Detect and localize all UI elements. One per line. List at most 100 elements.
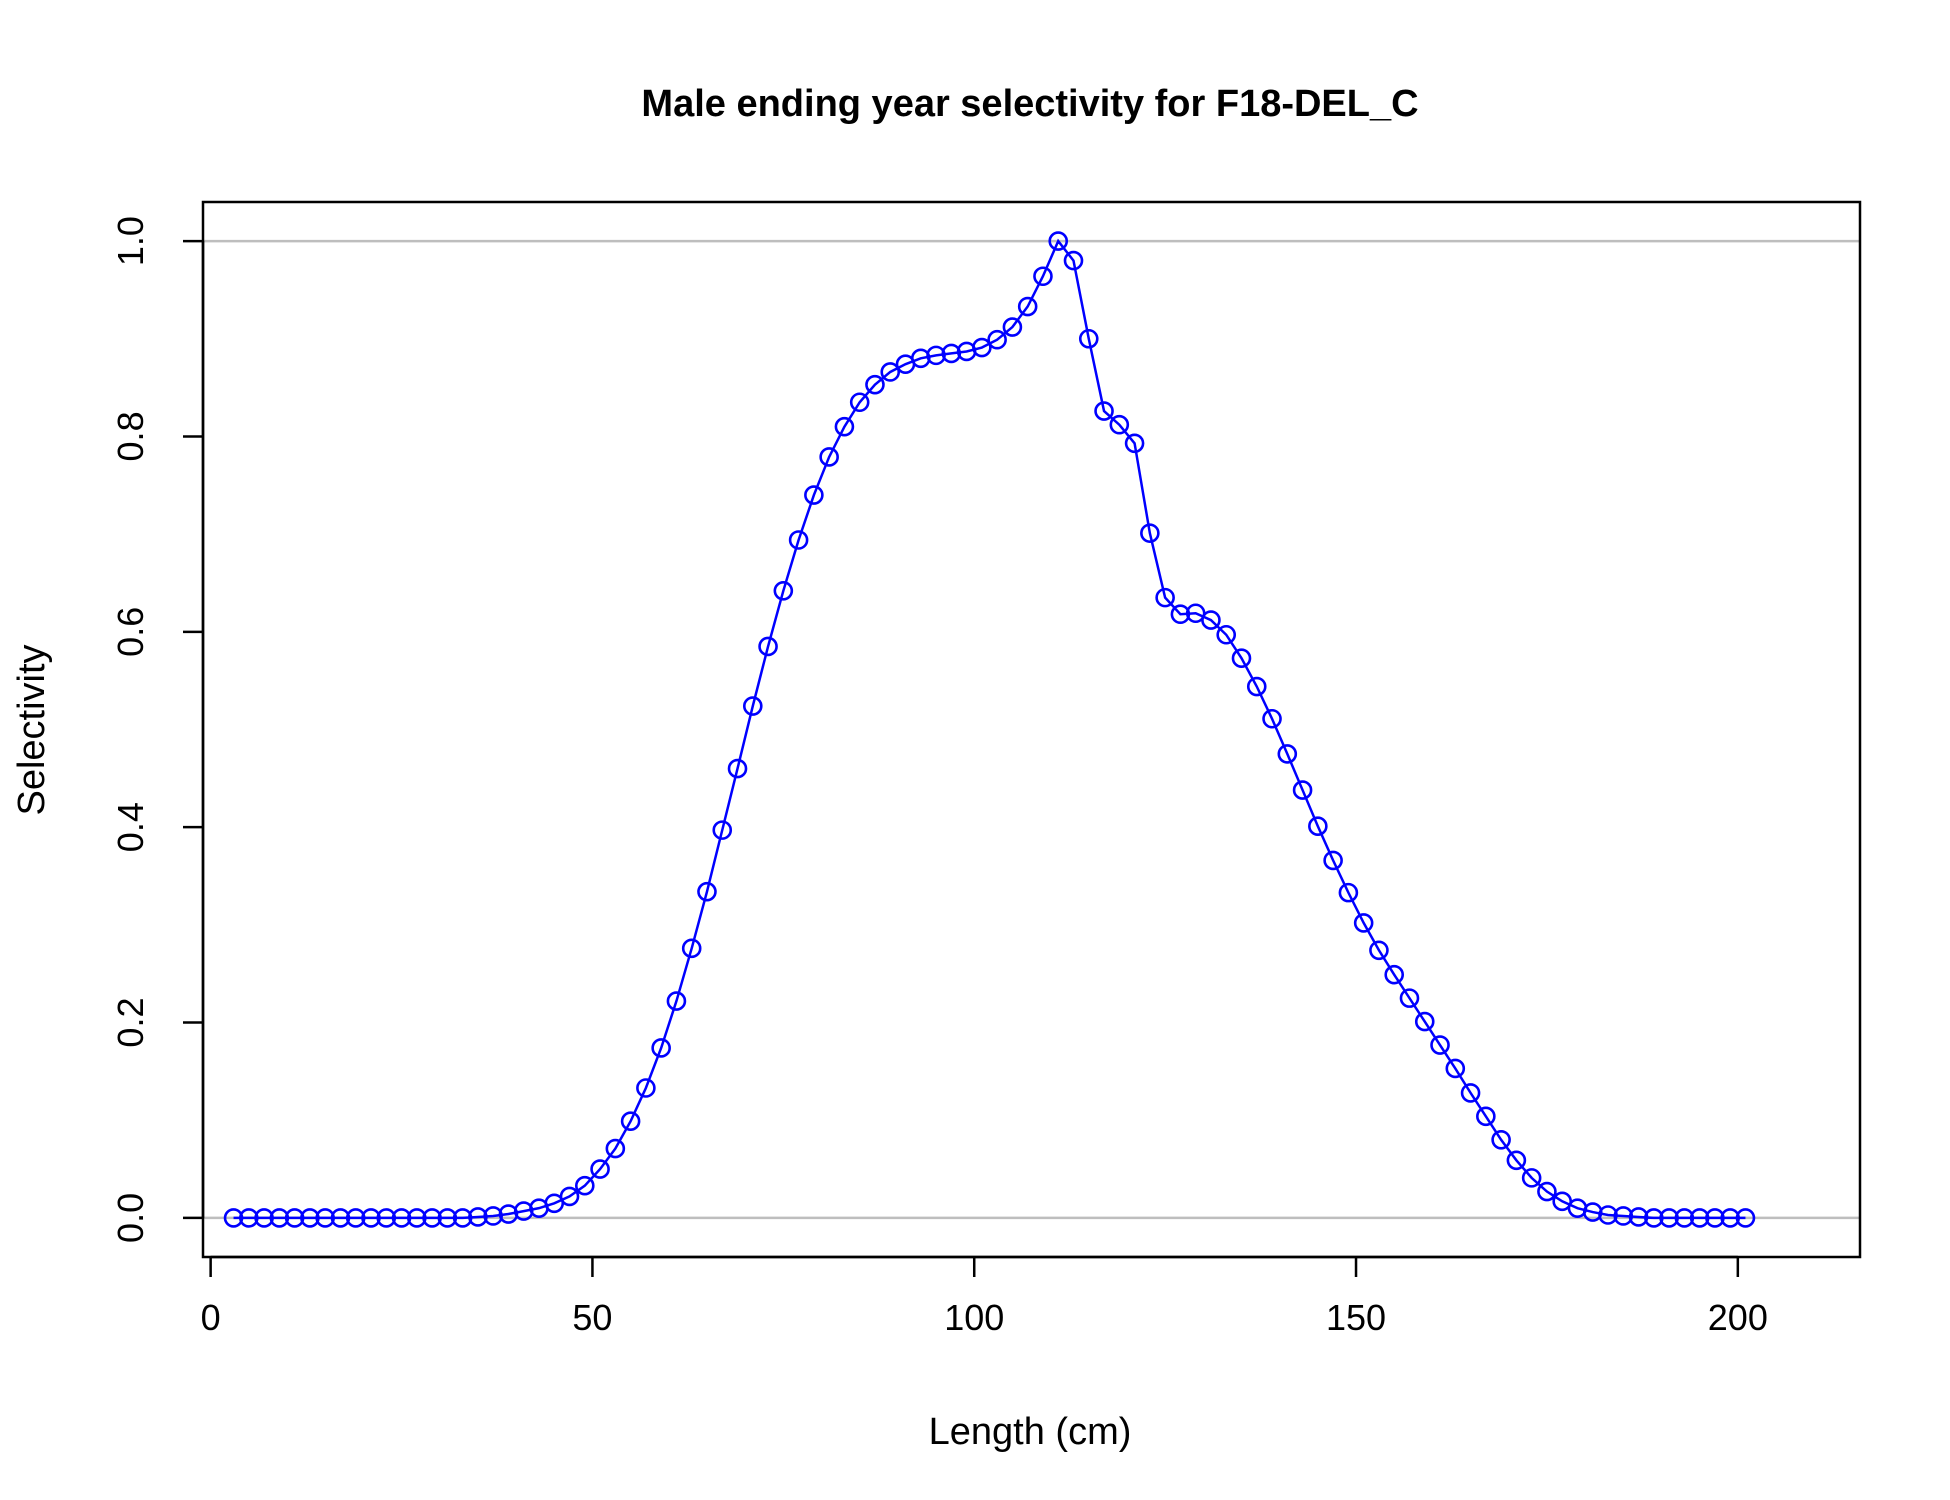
data-point [574, 1175, 595, 1196]
data-point [559, 1186, 580, 1207]
data-point [1033, 266, 1053, 287]
data-point [330, 1208, 351, 1228]
data-point [437, 1208, 458, 1228]
data-point [804, 485, 824, 505]
data-point [773, 580, 794, 601]
data-point [361, 1208, 381, 1228]
y-tick-label: 0.2 [110, 998, 151, 1048]
data-point [620, 1111, 641, 1132]
data-point [1124, 433, 1145, 454]
data-point [1094, 401, 1114, 421]
data-point [254, 1208, 274, 1228]
data-point [1201, 610, 1221, 630]
data-point [483, 1206, 503, 1226]
plot-frame [201, 200, 1862, 1259]
data-point [1644, 1208, 1664, 1228]
data-point [269, 1208, 290, 1228]
data-point [1002, 317, 1023, 337]
data-point [727, 758, 748, 779]
x-tick-label: 0 [201, 1297, 221, 1338]
data-point [1720, 1208, 1740, 1228]
data-point [1170, 604, 1191, 625]
data-point [239, 1208, 259, 1228]
data-point [1017, 296, 1038, 317]
data-point [1399, 988, 1420, 1008]
data-point [1414, 1011, 1435, 1032]
data-point [315, 1208, 335, 1228]
data-point [223, 1208, 244, 1228]
data-point [712, 820, 733, 840]
data-point [1674, 1208, 1695, 1228]
x-axis-label: Length (cm) [929, 1411, 1132, 1453]
data-point [1246, 676, 1267, 697]
data-point [819, 447, 839, 467]
data-point [1613, 1206, 1634, 1226]
data-point [926, 345, 946, 366]
data-point [651, 1038, 671, 1058]
data-point [666, 991, 687, 1011]
data-point [636, 1078, 656, 1098]
data-point [1078, 328, 1099, 349]
data-point [1231, 648, 1252, 668]
data-point [1521, 1168, 1542, 1188]
data-point [1216, 624, 1237, 645]
data-point [1063, 250, 1084, 271]
data-point [834, 416, 855, 437]
data-point [1353, 913, 1374, 933]
data-point [1155, 587, 1175, 608]
data-point [1384, 964, 1405, 985]
reference-lines [203, 239, 1860, 1220]
y-tick-label: 0.6 [110, 607, 151, 657]
data-point [422, 1208, 442, 1228]
data-point [1705, 1208, 1725, 1228]
series-line [233, 238, 1746, 1220]
data-point [1308, 816, 1328, 837]
data-point [1277, 744, 1298, 764]
x-tick-label: 200 [1708, 1297, 1768, 1338]
data-point [880, 362, 901, 382]
data-point [1689, 1208, 1710, 1228]
data-point [1430, 1035, 1450, 1055]
data-point [590, 1159, 610, 1179]
data-point [1338, 882, 1359, 903]
data-point [1628, 1207, 1649, 1227]
chart-title: Male ending year selectivity for F18-DEL… [641, 83, 1418, 125]
data-point [1537, 1181, 1557, 1202]
y-tick-label: 1.0 [110, 216, 151, 266]
x-tick-label: 100 [944, 1297, 1004, 1338]
data-point [605, 1138, 626, 1159]
axes-layer: 0 50 100 150 200 0.0 0.2 0.4 0.6 0.8 1.0 [110, 200, 1862, 1338]
data-point [1323, 850, 1343, 871]
series-layer [223, 231, 1756, 1228]
y-tick-label: 0.0 [110, 1193, 151, 1243]
data-point [941, 343, 962, 364]
y-tick-label: 0.8 [110, 411, 151, 461]
data-point [376, 1208, 397, 1228]
data-point [987, 329, 1007, 350]
x-tick-label: 50 [572, 1297, 612, 1338]
data-point [1460, 1083, 1481, 1103]
data-point [391, 1208, 412, 1228]
data-point [1048, 231, 1069, 251]
data-point [1598, 1205, 1618, 1225]
data-point [468, 1207, 488, 1227]
data-point [681, 938, 702, 959]
data-point [742, 696, 763, 716]
data-point [788, 530, 809, 550]
data-point [1109, 414, 1130, 435]
data-point [972, 337, 992, 358]
data-point [697, 881, 717, 902]
data-point [452, 1208, 473, 1228]
data-point [300, 1208, 320, 1228]
data-point [1445, 1058, 1466, 1079]
y-axis-label: Selectivity [11, 644, 53, 815]
data-point [1659, 1208, 1679, 1228]
data-point [1491, 1129, 1511, 1150]
data-point [407, 1208, 427, 1228]
data-point [1735, 1208, 1756, 1228]
data-point [284, 1208, 305, 1228]
data-point [345, 1208, 366, 1228]
data-point [849, 392, 870, 413]
